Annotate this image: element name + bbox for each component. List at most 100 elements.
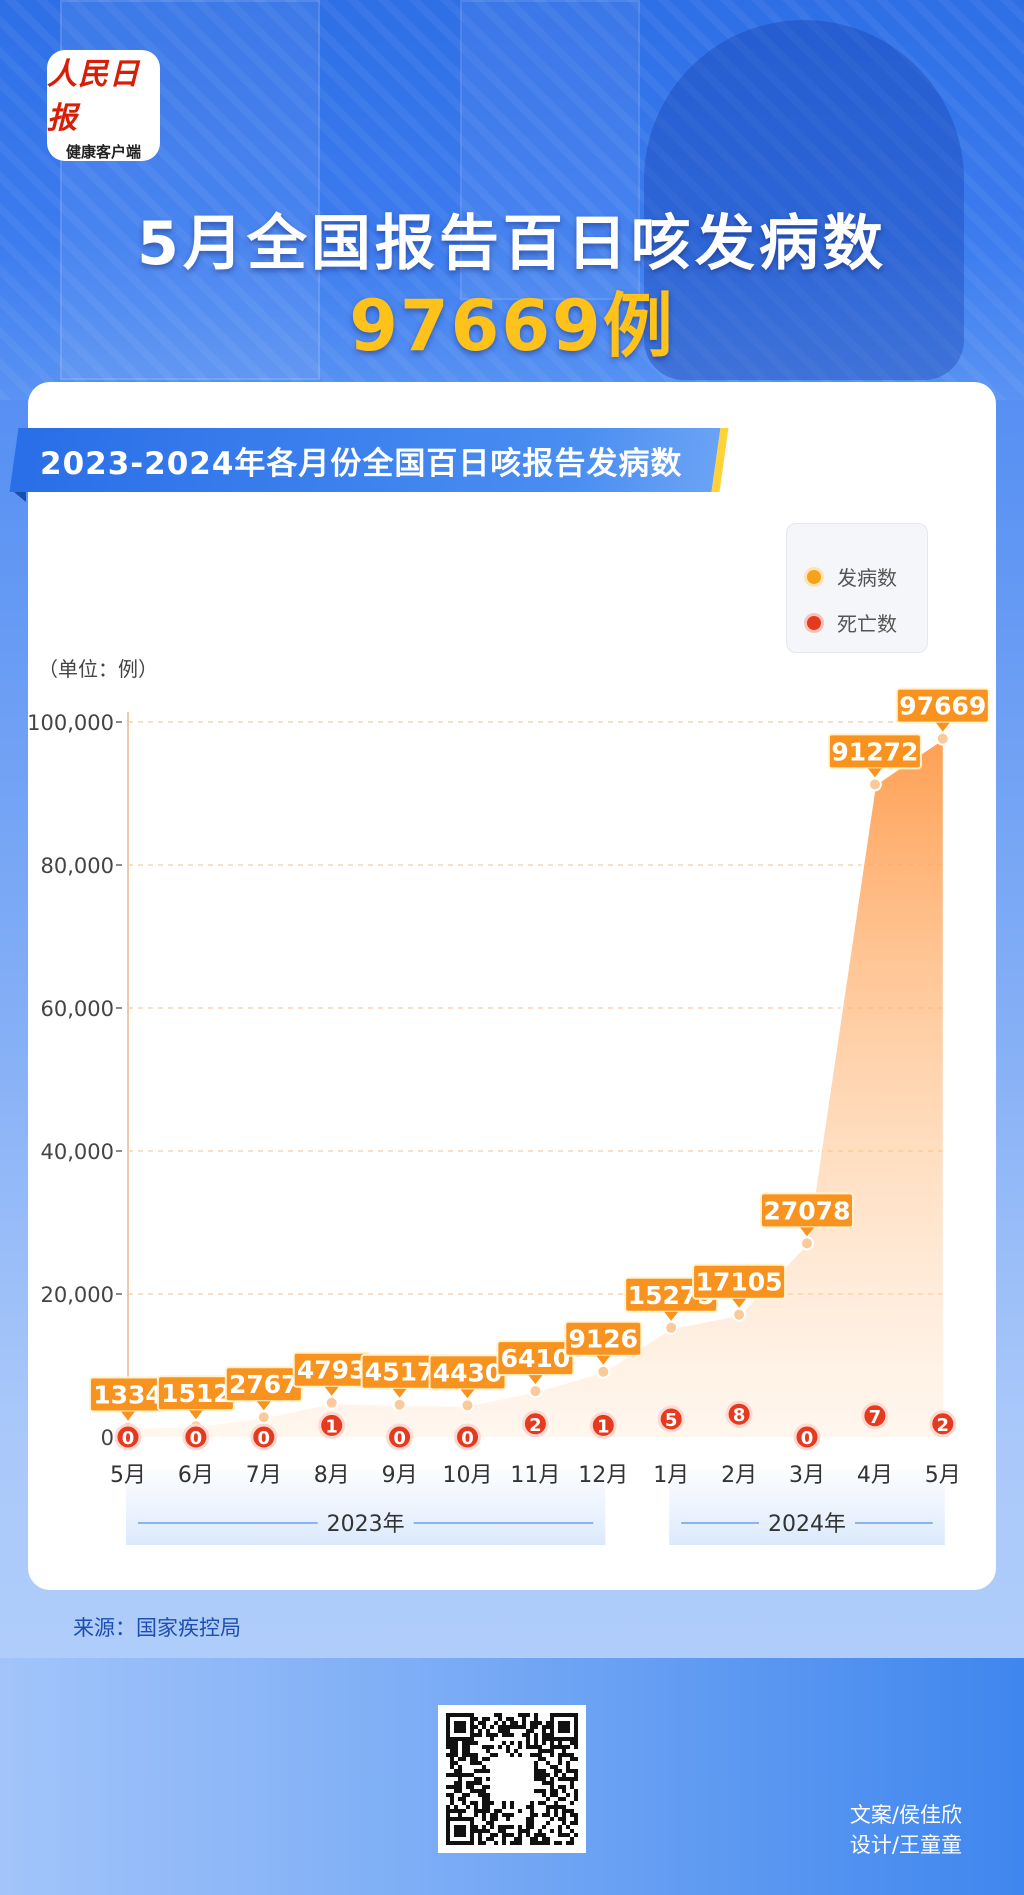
qr-module — [494, 1841, 498, 1845]
qr-module — [546, 1725, 550, 1729]
cases-data-label: 27078 — [764, 1196, 851, 1225]
qr-module — [522, 1829, 526, 1833]
qr-module — [570, 1809, 574, 1813]
qr-module — [510, 1753, 514, 1757]
qr-module — [474, 1781, 478, 1785]
qr-module — [502, 1813, 506, 1817]
qr-module — [558, 1757, 562, 1761]
logo-subtitle: 健康客户端 — [65, 143, 141, 161]
qr-module — [446, 1785, 450, 1789]
qr-module — [562, 1785, 566, 1789]
qr-module — [502, 1805, 506, 1809]
qr-module — [574, 1741, 578, 1745]
qr-module — [450, 1753, 454, 1757]
qr-module — [482, 1825, 486, 1829]
legend-item-cases: 发病数 — [807, 562, 897, 591]
qr-module — [462, 1745, 466, 1749]
qr-module — [542, 1749, 546, 1753]
qr-code[interactable] — [438, 1705, 586, 1853]
qr-module — [478, 1793, 482, 1797]
x-tick-label: 1月 — [653, 1463, 689, 1488]
qr-module — [490, 1737, 494, 1741]
qr-module — [454, 1753, 458, 1757]
qr-module — [454, 1805, 458, 1809]
x-tick-label: 6月 — [178, 1463, 214, 1488]
qr-module — [450, 1785, 454, 1789]
qr-module — [450, 1749, 454, 1753]
qr-module — [542, 1777, 546, 1781]
qr-module — [550, 1785, 554, 1789]
qr-module — [562, 1745, 566, 1749]
qr-module — [474, 1733, 478, 1737]
qr-module — [470, 1753, 474, 1757]
qr-module — [542, 1773, 546, 1777]
qr-module — [502, 1725, 506, 1729]
qr-module — [558, 1741, 562, 1745]
credits: 文案/侯佳欣 设计/王童童 — [850, 1800, 962, 1860]
qr-module — [570, 1837, 574, 1841]
qr-module — [486, 1745, 490, 1749]
qr-module — [554, 1841, 558, 1845]
qr-module — [506, 1717, 510, 1721]
qr-module — [574, 1745, 578, 1749]
qr-module — [538, 1757, 542, 1761]
qr-module — [546, 1781, 550, 1785]
qr-module — [518, 1809, 522, 1813]
qr-module — [502, 1837, 506, 1841]
qr-module — [574, 1769, 578, 1773]
qr-module — [458, 1813, 462, 1817]
qr-module — [458, 1769, 462, 1773]
qr-module — [474, 1757, 478, 1761]
qr-module — [486, 1769, 490, 1773]
qr-module — [530, 1809, 534, 1813]
qr-code-icon — [446, 1713, 578, 1845]
qr-module — [546, 1841, 550, 1845]
qr-module — [558, 1785, 562, 1789]
deaths-data-label: 0 — [461, 1428, 474, 1449]
qr-module — [506, 1749, 510, 1753]
qr-module — [498, 1725, 502, 1729]
qr-module — [474, 1805, 478, 1809]
year-band — [669, 1470, 945, 1545]
legend-cases-dot-icon — [807, 569, 821, 584]
qr-module — [534, 1841, 538, 1845]
cases-data-label: 91272 — [831, 737, 918, 766]
cases-area — [128, 738, 943, 1437]
qr-module — [466, 1753, 470, 1757]
qr-module — [502, 1841, 506, 1845]
year-label: 2023年 — [327, 1512, 405, 1537]
qr-module — [538, 1753, 542, 1757]
qr-module — [574, 1833, 578, 1837]
qr-module — [446, 1773, 450, 1777]
y-tick-label: 80,000 — [41, 854, 114, 878]
qr-module — [562, 1753, 566, 1757]
qr-module — [450, 1809, 454, 1813]
qr-module — [454, 1761, 458, 1765]
qr-module — [482, 1745, 486, 1749]
qr-finder — [454, 1721, 466, 1733]
qr-module — [506, 1745, 510, 1749]
qr-module — [490, 1753, 494, 1757]
qr-module — [542, 1737, 546, 1741]
qr-module — [566, 1825, 570, 1829]
qr-module — [574, 1817, 578, 1821]
deaths-point — [521, 1410, 549, 1438]
qr-module — [534, 1745, 538, 1749]
credit-designer: 设计/王童童 — [849, 1833, 962, 1857]
qr-module — [574, 1777, 578, 1781]
qr-module — [546, 1805, 550, 1809]
qr-module — [462, 1757, 466, 1761]
qr-module — [486, 1829, 490, 1833]
qr-module — [566, 1809, 570, 1813]
qr-module — [554, 1793, 558, 1797]
qr-module — [482, 1721, 486, 1725]
qr-module — [494, 1809, 498, 1813]
credit-writer: 文案/侯佳欣 — [849, 1803, 962, 1827]
qr-module — [558, 1825, 562, 1829]
x-tick-label: 7月 — [246, 1463, 282, 1488]
qr-module — [474, 1801, 478, 1805]
qr-module — [558, 1841, 562, 1845]
qr-module — [506, 1813, 510, 1817]
qr-module — [542, 1833, 546, 1837]
qr-module — [486, 1797, 490, 1801]
